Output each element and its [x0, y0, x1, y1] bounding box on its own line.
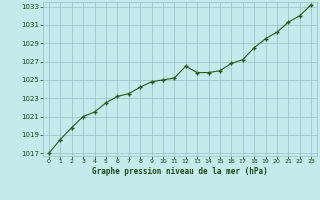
X-axis label: Graphe pression niveau de la mer (hPa): Graphe pression niveau de la mer (hPa)	[92, 167, 268, 176]
